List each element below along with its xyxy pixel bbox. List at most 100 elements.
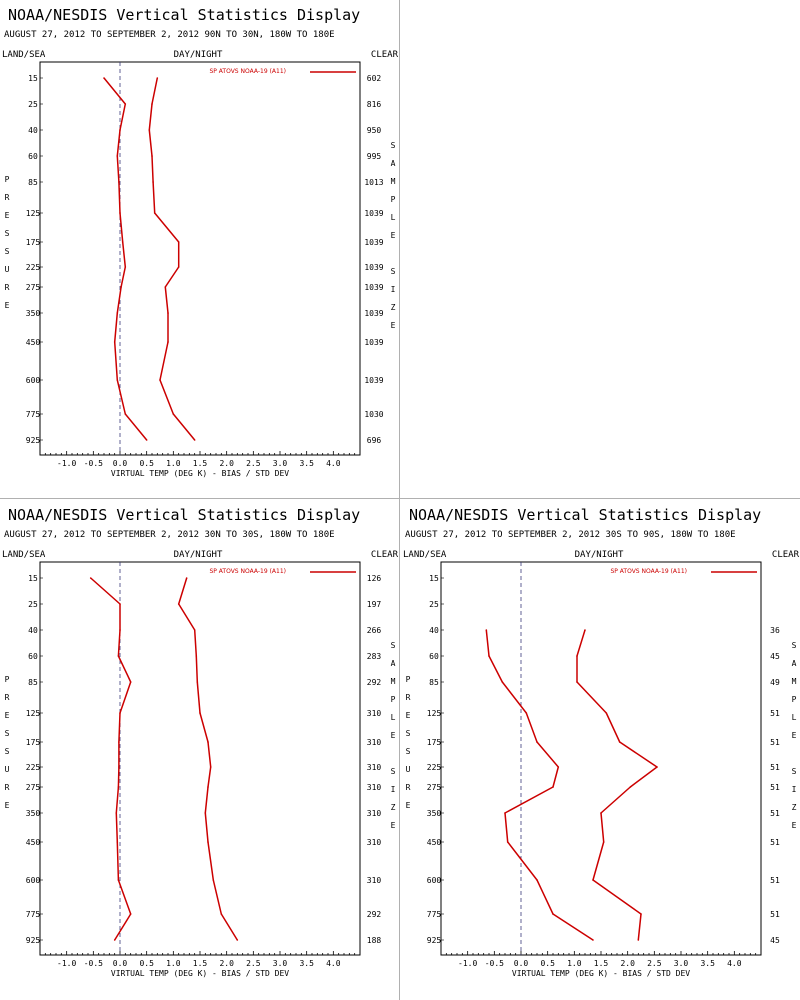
sample-size-axis-letter: M xyxy=(391,677,396,686)
sample-size-axis-letter: L xyxy=(391,213,396,222)
pressure-axis-letter: R xyxy=(5,283,10,292)
sample-size-axis-letter: S xyxy=(391,141,396,150)
series-point-std-dev xyxy=(177,266,180,268)
series-point-std-dev xyxy=(151,155,153,157)
sample-size-axis-letter: P xyxy=(391,195,396,204)
series-line-std-dev xyxy=(576,629,658,941)
sample-size-label: 950 xyxy=(367,126,382,135)
corner-label-right: CLEAR xyxy=(371,550,398,560)
series-point-bias xyxy=(557,766,560,768)
sample-size-label: 45 xyxy=(770,652,780,661)
sample-size-label: 51 xyxy=(770,838,780,847)
pressure-level-label: 60 xyxy=(28,652,38,661)
series-point-bias xyxy=(592,939,594,941)
x-tick-label: -1.0 xyxy=(57,959,76,968)
x-tick-label: 2.5 xyxy=(647,959,662,968)
sample-size-label: 1039 xyxy=(364,309,383,318)
pressure-level-label: 40 xyxy=(429,626,439,635)
series-point-bias xyxy=(536,879,538,881)
series-point-bias xyxy=(117,655,120,657)
x-tick-label: 1.0 xyxy=(567,959,582,968)
x-tick-label: -1.0 xyxy=(458,959,477,968)
sample-size-label: 292 xyxy=(367,910,382,919)
series-point-bias xyxy=(117,786,120,788)
pressure-level-label: 15 xyxy=(429,574,439,583)
pressure-level-label: 600 xyxy=(26,876,41,885)
series-point-bias xyxy=(113,939,116,941)
sample-size-axis-letter: S xyxy=(391,641,396,650)
x-tick-label: 0.0 xyxy=(113,959,128,968)
x-tick-label: 1.5 xyxy=(594,959,609,968)
pressure-level-label: 350 xyxy=(26,309,41,318)
x-tick-label: -0.5 xyxy=(84,459,103,468)
pressure-level-label: 350 xyxy=(427,809,442,818)
pressure-level-label: 85 xyxy=(28,678,38,687)
series-line-bias xyxy=(90,577,132,941)
x-tick-label: -0.5 xyxy=(84,959,103,968)
pressure-level-label: 925 xyxy=(26,436,41,445)
sample-size-axis-letter: M xyxy=(792,677,797,686)
x-tick-label: 1.5 xyxy=(193,959,208,968)
sample-size-axis-letter: S xyxy=(792,767,797,776)
series-point-bias xyxy=(536,741,538,743)
sample-size-label: 51 xyxy=(770,910,780,919)
sample-size-label: 602 xyxy=(367,74,382,83)
pressure-level-label: 125 xyxy=(26,209,41,218)
series-point-bias xyxy=(485,629,488,631)
series-point-bias xyxy=(552,913,554,915)
sample-size-label: 126 xyxy=(367,574,382,583)
sample-size-axis-letter: I xyxy=(792,785,797,794)
series-point-bias xyxy=(116,841,119,843)
sample-size-axis-letter: E xyxy=(391,321,396,330)
legend-label: SP ATOVS NOAA-19 (A11) xyxy=(610,568,687,575)
pressure-level-label: 175 xyxy=(26,738,41,747)
series-point-bias xyxy=(145,439,148,441)
x-axis-label: VIRTUAL TEMP (DEG K) - BIAS / STD DEV xyxy=(111,469,289,478)
pressure-axis-letter: S xyxy=(406,747,411,756)
pressure-level-label: 775 xyxy=(26,910,41,919)
pressure-axis-letter: E xyxy=(5,211,10,220)
plot-frame xyxy=(39,61,361,456)
pressure-axis-letter: P xyxy=(5,675,10,684)
sample-size-label: 816 xyxy=(367,100,382,109)
sample-size-label: 310 xyxy=(367,763,382,772)
sample-size-axis-letter: E xyxy=(792,731,797,740)
x-tick-label: 1.0 xyxy=(166,459,181,468)
series-point-std-dev xyxy=(164,286,167,288)
sample-size-axis-letter: S xyxy=(391,267,396,276)
series-line-std-dev xyxy=(177,577,238,941)
pressure-level-label: 25 xyxy=(28,100,38,109)
x-tick-label: 2.5 xyxy=(246,959,261,968)
panel-divider-vertical xyxy=(399,0,400,1000)
pressure-level-label: 775 xyxy=(26,410,41,419)
series-point-bias xyxy=(116,155,119,157)
pressure-axis-letter: E xyxy=(406,711,411,720)
sample-size-axis-letter: E xyxy=(391,821,396,830)
pressure-axis-letter: R xyxy=(406,783,411,792)
sample-size-axis-letter: A xyxy=(391,659,396,668)
x-tick-label: 1.5 xyxy=(193,459,208,468)
series-point-std-dev xyxy=(159,379,161,381)
sample-size-label: 51 xyxy=(770,876,780,885)
chart-title: NOAA/NESDIS Vertical Statistics Display xyxy=(8,506,360,524)
sample-size-label: 51 xyxy=(770,738,780,747)
pressure-level-label: 15 xyxy=(28,574,38,583)
series-point-std-dev xyxy=(193,439,196,441)
series-point-bias xyxy=(119,212,121,214)
sample-size-label: 1030 xyxy=(364,410,383,419)
series-point-std-dev xyxy=(592,879,594,881)
pressure-level-label: 25 xyxy=(28,600,38,609)
pressure-axis-letter: S xyxy=(5,247,10,256)
series-point-bias xyxy=(504,812,506,814)
pressure-axis-letter: U xyxy=(5,265,10,274)
series-point-bias xyxy=(119,129,121,131)
x-tick-label: 2.0 xyxy=(620,959,635,968)
x-tick-label: 2.0 xyxy=(219,959,234,968)
series-point-bias xyxy=(116,312,119,314)
series-point-std-dev xyxy=(209,766,212,768)
series-line-bias xyxy=(103,77,148,441)
sample-size-label: 1039 xyxy=(364,263,383,272)
pressure-axis-letter: R xyxy=(5,693,10,702)
series-point-std-dev xyxy=(156,77,159,79)
corner-label-right: CLEAR xyxy=(371,50,398,60)
